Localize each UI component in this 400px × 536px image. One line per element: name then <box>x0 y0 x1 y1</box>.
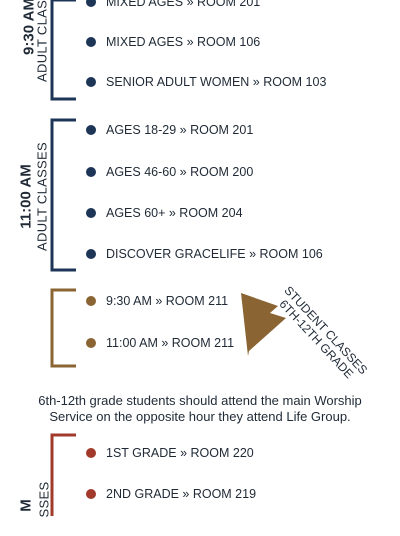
section-930-bracket <box>50 0 76 101</box>
list-item: AGES 46-60 » ROOM 200 <box>86 165 253 179</box>
bullet-icon <box>86 249 96 259</box>
bullet-icon <box>86 208 96 218</box>
student-note-line1: 6th-12th grade students should attend th… <box>38 393 362 408</box>
list-item: DISCOVER GRACELIFE » ROOM 106 <box>86 247 323 261</box>
section-student-bracket <box>50 288 76 368</box>
bullet-icon <box>86 77 96 87</box>
section-children-bracket <box>50 433 76 516</box>
bullet-icon <box>86 125 96 135</box>
bullet-icon <box>86 489 96 499</box>
bullet-icon <box>86 338 96 348</box>
list-item: MIXED AGES » ROOM 106 <box>86 35 260 49</box>
list-item: 1ST GRADE » ROOM 220 <box>86 446 254 460</box>
list-item: 9:30 AM » ROOM 211 <box>86 294 228 308</box>
list-item: AGES 60+ » ROOM 204 <box>86 206 243 220</box>
bullet-icon <box>86 0 96 7</box>
bullet-icon <box>86 296 96 306</box>
list-item: 11:00 AM » ROOM 211 <box>86 336 234 350</box>
bullet-icon <box>86 448 96 458</box>
student-arrow-shape <box>241 293 286 356</box>
list-item: MIXED AGES » ROOM 201 <box>86 0 260 9</box>
list-item: AGES 18-29 » ROOM 201 <box>86 123 253 137</box>
list-item: 2ND GRADE » ROOM 219 <box>86 487 256 501</box>
list-item: SENIOR ADULT WOMEN » ROOM 103 <box>86 75 326 89</box>
bullet-icon <box>86 167 96 177</box>
bullet-icon <box>86 37 96 47</box>
student-note-line2: Service on the opposite hour they attend… <box>49 409 351 424</box>
section-1100-bracket <box>50 118 76 272</box>
